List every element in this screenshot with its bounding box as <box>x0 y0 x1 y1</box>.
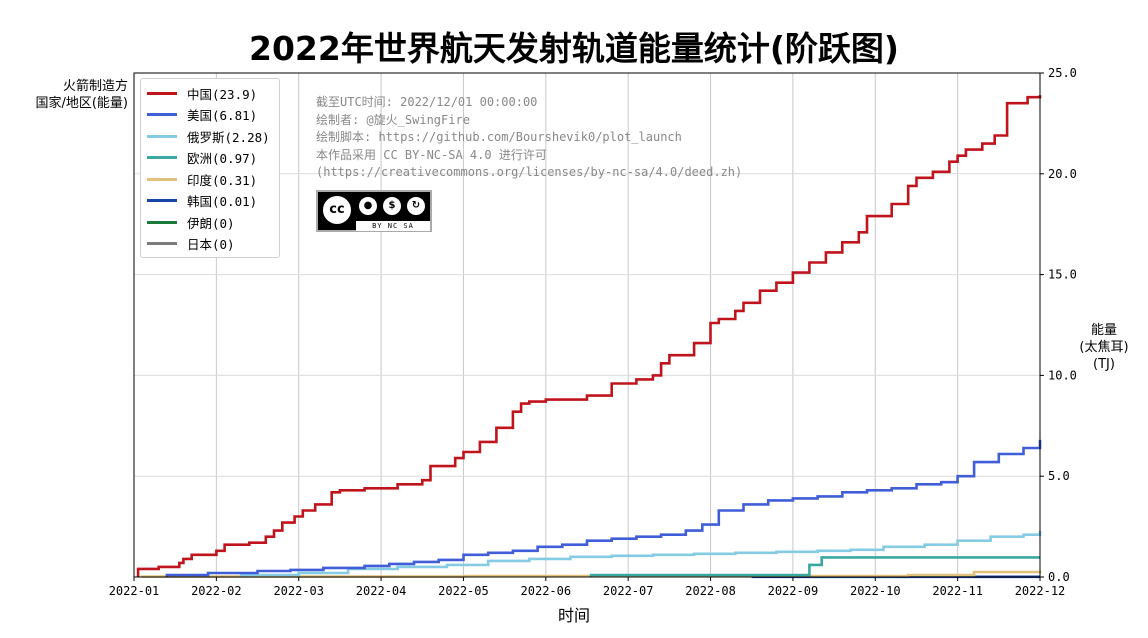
y-axis-label-left-line2: 国家/地区(能量) <box>35 96 128 111</box>
x-tick-label: 2022-06 <box>521 584 572 598</box>
x-tick-label: 2022-05 <box>438 584 489 598</box>
y-tick-label: 20.0 <box>1048 167 1077 181</box>
by-attribution-icon: ● <box>357 195 379 217</box>
legend-entry: 日本(0) <box>147 234 235 254</box>
legend-swatch <box>147 242 177 245</box>
cc-license-badge: cc ● $ ↻ BY NC SA <box>316 190 432 232</box>
legend-label: 俄罗斯(2.28) <box>187 129 270 145</box>
legend-swatch <box>147 220 177 224</box>
legend-entry: 伊朗(0) <box>147 212 235 232</box>
y-tick-label: 10.0 <box>1048 368 1077 382</box>
legend-entry: 俄罗斯(2.28) <box>147 126 270 146</box>
noncommercial-icon: $ <box>381 195 403 217</box>
chart-legend: 中国(23.9) 美国(6.81) 俄罗斯(2.28) 欧洲(0.97) 印度(0.31… <box>140 78 280 258</box>
legend-swatch <box>147 113 177 116</box>
watermark-line-script: 绘制脚本: https://github.com/Bourshevik0/plo… <box>316 130 682 144</box>
legend-entry: 韩国(0.01) <box>147 191 257 211</box>
cc-terms-label: BY NC SA <box>356 221 430 231</box>
legend-swatch <box>147 156 177 159</box>
x-axis-label: 时间 <box>557 606 590 625</box>
legend-swatch <box>147 177 177 181</box>
y-tick-label: 0.0 <box>1048 570 1070 584</box>
y-axis-label-right: 能量 (太焦耳) (TJ) <box>1068 322 1140 373</box>
x-tick-label: 2022-09 <box>768 584 819 598</box>
x-tick-label: 2022-03 <box>273 584 324 598</box>
legend-swatch <box>147 199 177 202</box>
series-line <box>239 531 1042 577</box>
legend-swatch <box>147 91 177 95</box>
legend-entry: 美国(6.81) <box>147 105 257 125</box>
y-axis-label-right-line1: 能量 <box>1090 323 1117 338</box>
y-axis-label-right-line3: (TJ) <box>1093 357 1115 372</box>
legend-entry: 印度(0.31) <box>147 169 257 189</box>
y-axis-label-right-line2: (太焦耳) <box>1079 340 1129 355</box>
watermark-line-author: 绘制者: @旋火_SwingFire <box>316 112 470 127</box>
watermark-text: 截至UTC时间: 2022/12/01 00:00:00 绘制者: @旋火_Sw… <box>316 94 742 182</box>
legend-label: 中国(23.9) <box>187 86 258 102</box>
series-line <box>589 556 1040 577</box>
legend-label: 美国(6.81) <box>187 108 258 123</box>
watermark-line-date: 截至UTC时间: 2022/12/01 00:00:00 <box>316 95 538 109</box>
series-line <box>136 95 1042 577</box>
x-tick-label: 2022-01 <box>109 584 160 598</box>
x-tick-label: 2022-12 <box>1015 584 1066 598</box>
share-alike-icon: ↻ <box>405 195 427 217</box>
axis-ticks: 2022-01 2022-02 2022-03 2022-04 2022-05 2022-… <box>109 66 1077 598</box>
legend-label: 伊朗(0) <box>187 215 235 231</box>
x-tick-label: 2022-10 <box>850 584 901 598</box>
legend-label: 印度(0.31) <box>187 172 258 188</box>
legend-label: 欧洲(0.97) <box>187 151 258 166</box>
y-tick-label: 25.0 <box>1048 66 1077 80</box>
legend-entry: 中国(23.9) <box>147 83 257 103</box>
y-tick-label: 5.0 <box>1048 469 1070 483</box>
legend-label: 韩国(0.01) <box>187 194 258 209</box>
cc-logo-icon: cc <box>321 194 353 226</box>
legend-label: 日本(0) <box>187 237 235 252</box>
x-tick-label: 2022-02 <box>191 584 242 598</box>
x-tick-label: 2022-11 <box>932 584 983 598</box>
y-axis-label-left: 火箭制造方 国家/地区(能量) <box>8 78 128 112</box>
watermark-line-license: 本作品采用 CC BY-NC-SA 4.0 进行许可 <box>316 147 547 162</box>
x-tick-label: 2022-07 <box>603 584 654 598</box>
x-tick-label: 2022-08 <box>685 584 736 598</box>
watermark-line-license-url: (https://creativecommons.org/licenses/by… <box>316 165 743 179</box>
legend-entry: 欧洲(0.97) <box>147 148 257 168</box>
legend-swatch <box>147 134 177 138</box>
chart-title: 2022年世界航天发射轨道能量统计(阶跃图) <box>248 29 899 68</box>
y-tick-label: 15.0 <box>1048 268 1077 282</box>
x-tick-label: 2022-04 <box>356 584 407 598</box>
y-axis-label-left-line1: 火箭制造方 <box>62 79 128 94</box>
plot-frame <box>133 72 1041 578</box>
series-line <box>165 439 1042 577</box>
